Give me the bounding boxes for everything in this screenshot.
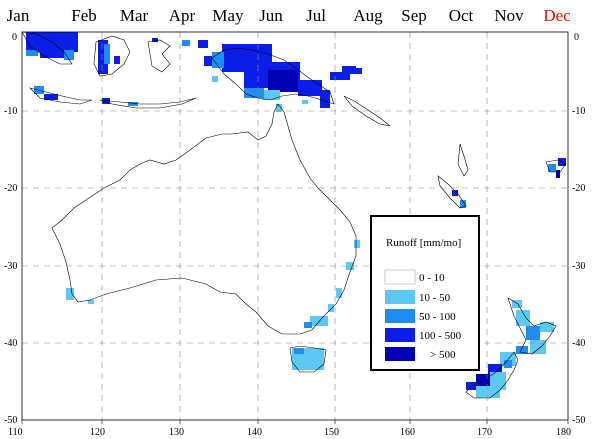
month-dec[interactable]: Dec xyxy=(543,6,571,25)
month-jan[interactable]: Jan xyxy=(6,6,30,25)
month-jun[interactable]: Jun xyxy=(259,6,283,25)
lat-tick-label: -30 xyxy=(572,261,585,272)
lat-tick-label: -10 xyxy=(4,106,17,117)
legend: Runoff [mm/mo] 0 - 10 10 - 50 50 - 100 1… xyxy=(370,215,480,371)
lat-tick-label: 0 xyxy=(12,32,17,43)
australia-coast xyxy=(51,103,357,335)
legend-swatch xyxy=(385,347,415,361)
lesser-sunda-coast xyxy=(99,97,197,109)
legend-label: > 500 xyxy=(430,349,456,361)
month-aug[interactable]: Aug xyxy=(353,6,383,25)
sumatra-coast xyxy=(21,31,73,65)
java-coast xyxy=(29,87,93,105)
tasmania-coast xyxy=(289,345,327,373)
month-may[interactable]: May xyxy=(212,6,244,25)
nz-south-coast xyxy=(465,351,519,399)
legend-label: 50 - 100 xyxy=(419,311,456,323)
fiji-coast xyxy=(545,159,567,173)
sulawesi-coast xyxy=(147,39,171,73)
solomon-coast xyxy=(343,95,391,127)
month-oct[interactable]: Oct xyxy=(448,6,474,25)
lon-tick-label: 150 xyxy=(324,427,339,438)
lat-tick-label: -50 xyxy=(4,415,17,426)
lat-tick-labels-right: 0 -10 -20 -30 -40 -50 xyxy=(572,32,585,426)
month-nov[interactable]: Nov xyxy=(494,6,524,25)
month-sep[interactable]: Sep xyxy=(401,6,427,25)
lon-tick-label: 160 xyxy=(400,427,415,438)
month-jul[interactable]: Jul xyxy=(306,6,326,25)
lon-tick-label: 180 xyxy=(556,427,571,438)
legend-title: Runoff [mm/mo] xyxy=(386,237,461,249)
legend-swatch xyxy=(384,269,416,285)
lat-tick-label: -40 xyxy=(572,338,585,349)
lon-tick-label: 130 xyxy=(169,427,184,438)
lon-tick-label: 170 xyxy=(477,427,492,438)
map-frame xyxy=(21,31,569,421)
legend-swatch xyxy=(385,328,415,342)
legend-swatch xyxy=(385,290,415,304)
lat-tick-label: 0 xyxy=(574,32,579,43)
lon-tick-labels: 110 120 130 140 150 160 170 180 xyxy=(8,427,571,438)
new-guinea-coast xyxy=(211,47,335,105)
legend-label: 10 - 50 xyxy=(419,292,451,304)
lat-tick-label: -20 xyxy=(4,183,17,194)
nz-north-coast xyxy=(507,297,557,355)
legend-swatch xyxy=(385,309,415,323)
lat-tick-labels-left: 0 -10 -20 -30 -40 -50 xyxy=(4,32,17,426)
month-apr[interactable]: Apr xyxy=(168,6,196,25)
month-feb[interactable]: Feb xyxy=(71,6,97,25)
lat-tick-label: -30 xyxy=(4,261,17,272)
month-mar[interactable]: Mar xyxy=(119,6,149,25)
lon-tick-label: 110 xyxy=(8,427,23,438)
legend-label: 100 - 500 xyxy=(419,330,462,342)
month-selector-bar: Jan Feb Mar Apr May Jun Jul Aug Sep Oct … xyxy=(0,0,612,28)
legend-label: 0 - 10 xyxy=(419,272,445,284)
borneo-coast xyxy=(93,35,131,77)
lat-tick-label: -50 xyxy=(572,415,585,426)
runoff-cells xyxy=(26,32,566,398)
lon-tick-label: 120 xyxy=(90,427,105,438)
lat-tick-label: -10 xyxy=(572,106,585,117)
lat-tick-label: -40 xyxy=(4,338,17,349)
tick-marks xyxy=(21,420,569,424)
lon-tick-label: 140 xyxy=(247,427,262,438)
vanuatu-coast xyxy=(457,143,469,177)
lat-tick-label: -20 xyxy=(572,183,585,194)
